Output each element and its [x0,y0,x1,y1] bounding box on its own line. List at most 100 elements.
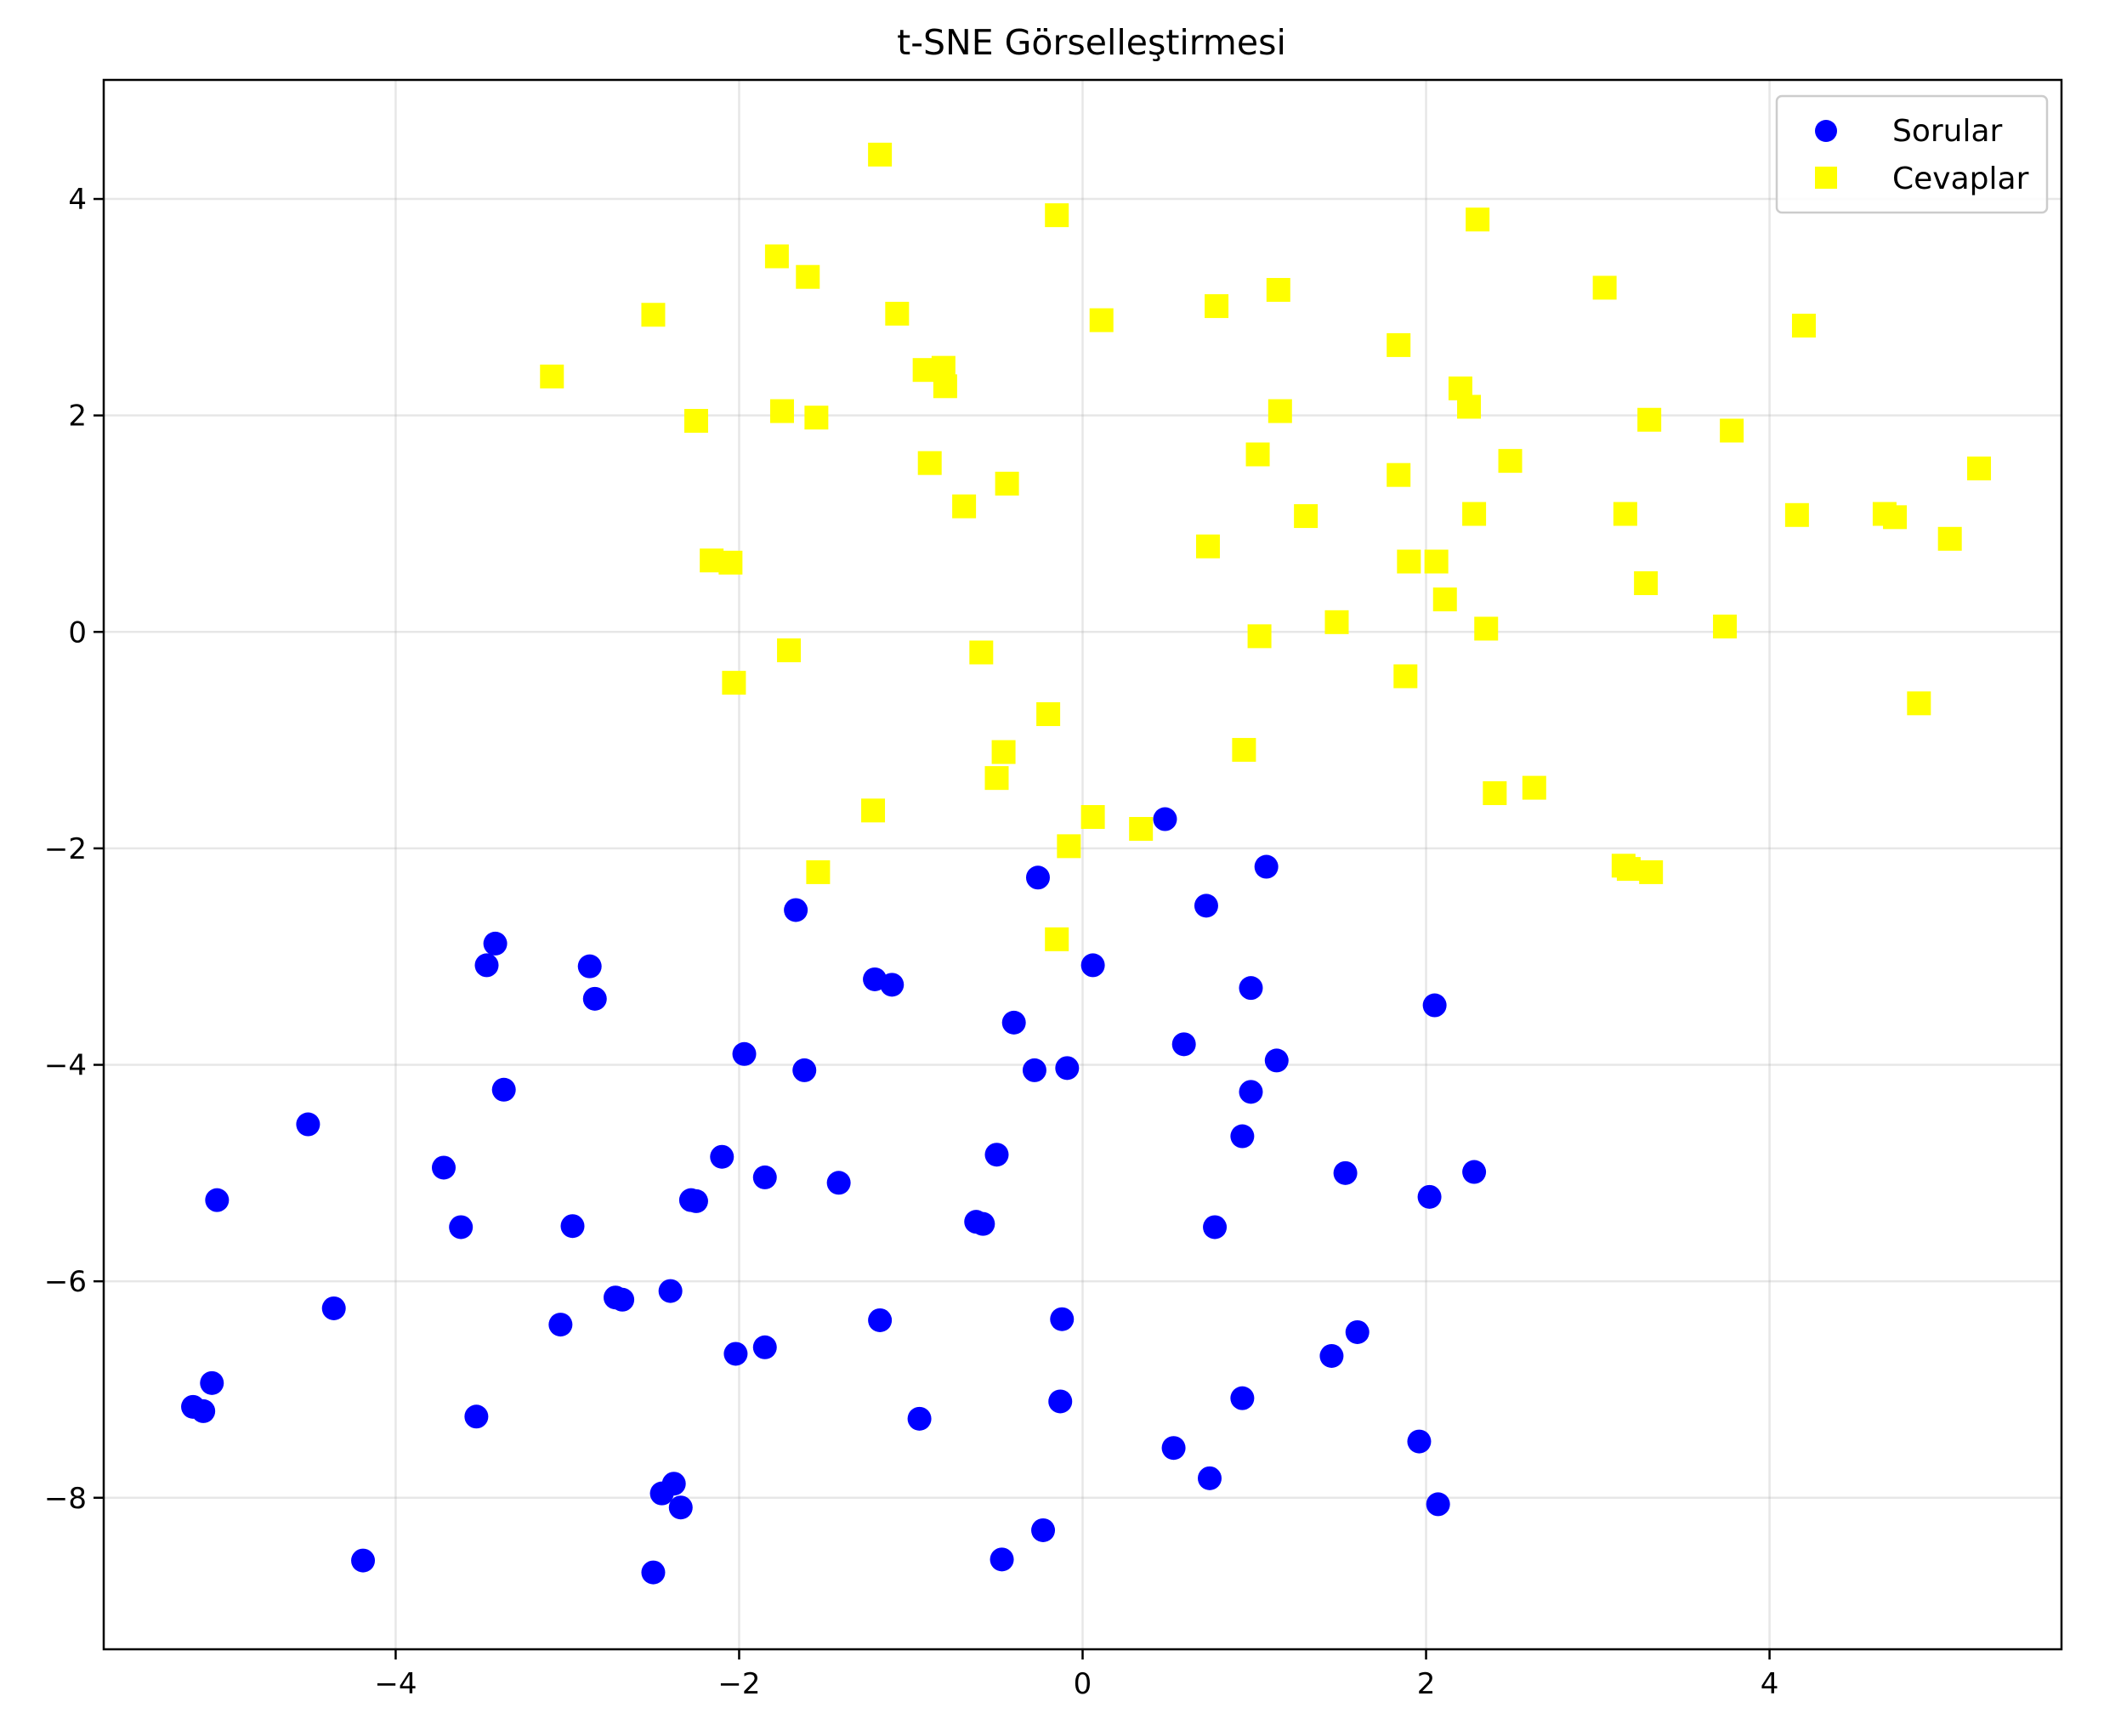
point-sorular [1055,1056,1080,1081]
point-sorular [351,1548,376,1573]
point-cevaplar [1457,394,1482,419]
point-cevaplar [1907,691,1931,716]
point-sorular [1080,953,1105,978]
point-cevaplar [1639,859,1664,884]
point-sorular [205,1188,230,1212]
point-sorular [464,1404,489,1429]
point-cevaplar [933,374,957,399]
point-cevaplar [1324,610,1349,634]
point-sorular [658,1279,683,1303]
point-cevaplar [1637,407,1662,432]
point-cevaplar [1247,624,1272,649]
point-cevaplar [1089,308,1114,332]
point-sorular [431,1155,456,1180]
point-cevaplar [1195,534,1220,559]
point-sorular [907,1406,932,1431]
point-sorular [752,1165,777,1189]
point-cevaplar [1432,587,1457,612]
point-cevaplar [1268,399,1292,423]
point-sorular [1230,1386,1255,1410]
point-sorular [200,1370,224,1395]
point-cevaplar [868,142,893,167]
point-cevaplar [1967,457,1992,481]
point-cevaplar [1294,504,1319,529]
x-tick-label: 4 [1761,1667,1779,1701]
point-sorular [971,1211,995,1236]
point-sorular [732,1041,757,1066]
point-sorular [1203,1215,1228,1240]
y-tick-label: 2 [68,400,87,434]
point-cevaplar [969,640,994,665]
point-cevaplar [1462,502,1487,526]
legend: Sorular Cevaplar [1775,94,2049,214]
point-cevaplar [718,550,743,575]
point-cevaplar [1036,702,1061,727]
point-sorular [723,1342,748,1366]
point-sorular [1153,807,1177,831]
point-sorular [1239,1080,1263,1104]
point-cevaplar [1129,816,1154,841]
point-sorular [984,1143,1009,1167]
point-sorular [491,1077,516,1102]
point-cevaplar [1266,277,1290,302]
point-cevaplar [1232,738,1256,763]
x-tick-label: −4 [374,1667,417,1701]
point-sorular [1031,1518,1056,1542]
point-sorular [610,1287,635,1312]
chart-title: t-SNE Görselleştirmesi [897,22,1286,63]
axis-ticks: −4 −2 0 2 4 −8 −6 −4 −2 0 2 4 [44,183,1779,1701]
point-sorular [1319,1343,1344,1368]
point-cevaplar [1474,616,1499,641]
x-tick-label: −2 [717,1667,760,1701]
point-cevaplar [1613,502,1637,526]
point-sorular [1048,1389,1073,1414]
point-cevaplar [1634,570,1659,595]
point-cevaplar [683,409,708,434]
point-sorular [1426,1492,1450,1517]
point-sorular [1462,1160,1487,1184]
y-tick-label: −8 [44,1482,87,1516]
point-cevaplar [1424,549,1449,574]
point-sorular [560,1214,585,1239]
point-sorular [880,973,905,997]
point-sorular [1407,1429,1432,1454]
point-sorular [752,1335,777,1359]
point-sorular [1194,894,1218,918]
legend-marker-cevaplar [1815,167,1837,189]
point-sorular [582,986,607,1011]
point-cevaplar [804,406,829,430]
legend-box [1775,94,2049,214]
point-cevaplar [1498,449,1523,474]
point-cevaplar [991,740,1016,764]
point-sorular [296,1112,320,1137]
point-cevaplar [1205,294,1229,319]
point-cevaplar [1080,804,1105,829]
point-sorular [826,1171,851,1195]
legend-label-cevaplar: Cevaplar [1892,162,2029,196]
point-sorular [1422,993,1447,1018]
point-sorular [1161,1436,1186,1461]
legend-label-sorular: Sorular [1892,114,2003,149]
point-cevaplar [1720,418,1744,443]
point-sorular [641,1560,666,1585]
point-cevaplar [952,494,977,519]
point-cevaplar [777,638,802,662]
point-sorular [1254,854,1279,879]
point-sorular [1197,1466,1222,1490]
point-cevaplar [1483,780,1507,805]
point-sorular [668,1495,693,1520]
point-sorular [792,1058,817,1082]
point-sorular [1345,1319,1370,1344]
point-cevaplar [1791,313,1816,338]
point-cevaplar [1784,502,1809,527]
y-tick-label: −6 [44,1265,87,1299]
point-cevaplar [540,364,564,389]
x-tick-label: 2 [1417,1667,1436,1701]
y-tick-label: −2 [44,832,87,866]
point-cevaplar [764,244,789,269]
point-sorular [321,1296,346,1320]
point-cevaplar [1245,442,1270,467]
point-sorular [868,1308,893,1332]
